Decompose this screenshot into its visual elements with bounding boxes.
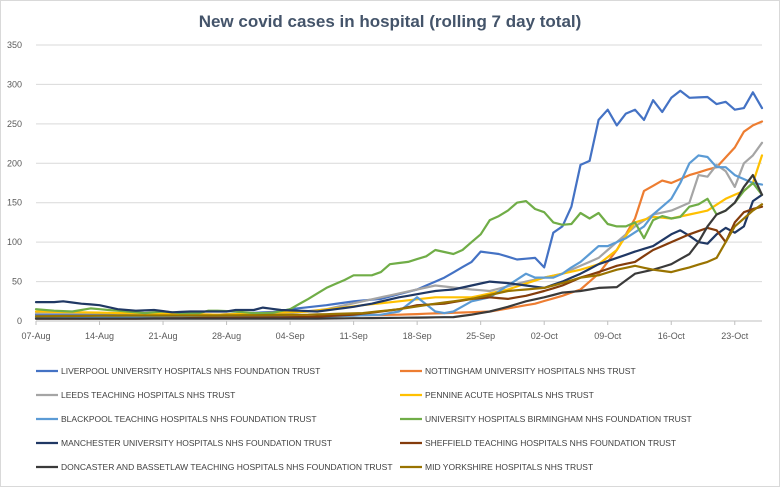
series-line-6 xyxy=(34,193,764,314)
x-tick-label: 25-Sep xyxy=(466,331,495,341)
x-tick-label: 23-Oct xyxy=(721,331,749,341)
series-line-8 xyxy=(34,174,764,320)
y-tick-label: 350 xyxy=(7,40,22,50)
x-tick-label: 09-Oct xyxy=(594,331,622,341)
x-tick-label: 18-Sep xyxy=(403,331,432,341)
y-tick-label: 100 xyxy=(7,237,22,247)
x-tick-label: 07-Aug xyxy=(21,331,50,341)
x-tick-label: 04-Sep xyxy=(276,331,305,341)
legend-label: SHEFFIELD TEACHING HOSPITALS NHS FOUNDAT… xyxy=(425,438,676,448)
y-tick-label: 0 xyxy=(17,316,22,326)
legend-label: MANCHESTER UNIVERSITY HOSPITALS NHS FOUN… xyxy=(61,438,332,448)
legend: LIVERPOOL UNIVERSITY HOSPITALS NHS FOUND… xyxy=(36,366,692,472)
x-tick-label: 11-Sep xyxy=(339,331,367,341)
legend-label: DONCASTER AND BASSETLAW TEACHING HOSPITA… xyxy=(61,462,393,472)
y-tick-label: 300 xyxy=(7,79,22,89)
legend-label: BLACKPOOL TEACHING HOSPITALS NHS FOUNDAT… xyxy=(61,414,317,424)
x-axis-ticks: 07-Aug 14-Aug 21-Aug 28-Aug 04-Sep 11-Sep 18-S… xyxy=(21,321,749,341)
y-tick-label: 50 xyxy=(12,277,22,287)
legend-label: NOTTINGHAM UNIVERSITY HOSPITALS NHS TRUS… xyxy=(425,366,636,376)
x-tick-label: 28-Aug xyxy=(212,331,241,341)
series-line-2 xyxy=(34,141,764,316)
chart-title: New covid cases in hospital (rolling 7 d… xyxy=(199,12,582,31)
x-tick-label: 02-Oct xyxy=(531,331,559,341)
series-line-5 xyxy=(34,181,764,315)
y-tick-label: 150 xyxy=(7,198,22,208)
gridlines xyxy=(36,44,762,322)
y-axis-ticks: 0 50 100 150 200 250 300 350 xyxy=(7,40,22,326)
series-line-4 xyxy=(34,154,764,319)
legend-label: UNIVERSITY HOSPITALS BIRMINGHAM NHS FOUN… xyxy=(425,414,692,424)
x-tick-label: 14-Aug xyxy=(85,331,114,341)
legend-label: MID YORKSHIRE HOSPITALS NHS TRUST xyxy=(425,462,593,472)
legend-label: LEEDS TEACHING HOSPITALS NHS TRUST xyxy=(61,390,235,400)
series-line-3 xyxy=(34,154,764,316)
legend-label: PENNINE ACUTE HOSPITALS NHS TRUST xyxy=(425,390,594,400)
x-tick-label: 21-Aug xyxy=(149,331,178,341)
series-lines xyxy=(34,89,764,320)
x-tick-label: 16-Oct xyxy=(658,331,686,341)
legend-label: LIVERPOOL UNIVERSITY HOSPITALS NHS FOUND… xyxy=(61,366,320,376)
y-tick-label: 200 xyxy=(7,158,22,168)
y-tick-label: 250 xyxy=(7,119,22,129)
series-line-9 xyxy=(34,203,764,318)
